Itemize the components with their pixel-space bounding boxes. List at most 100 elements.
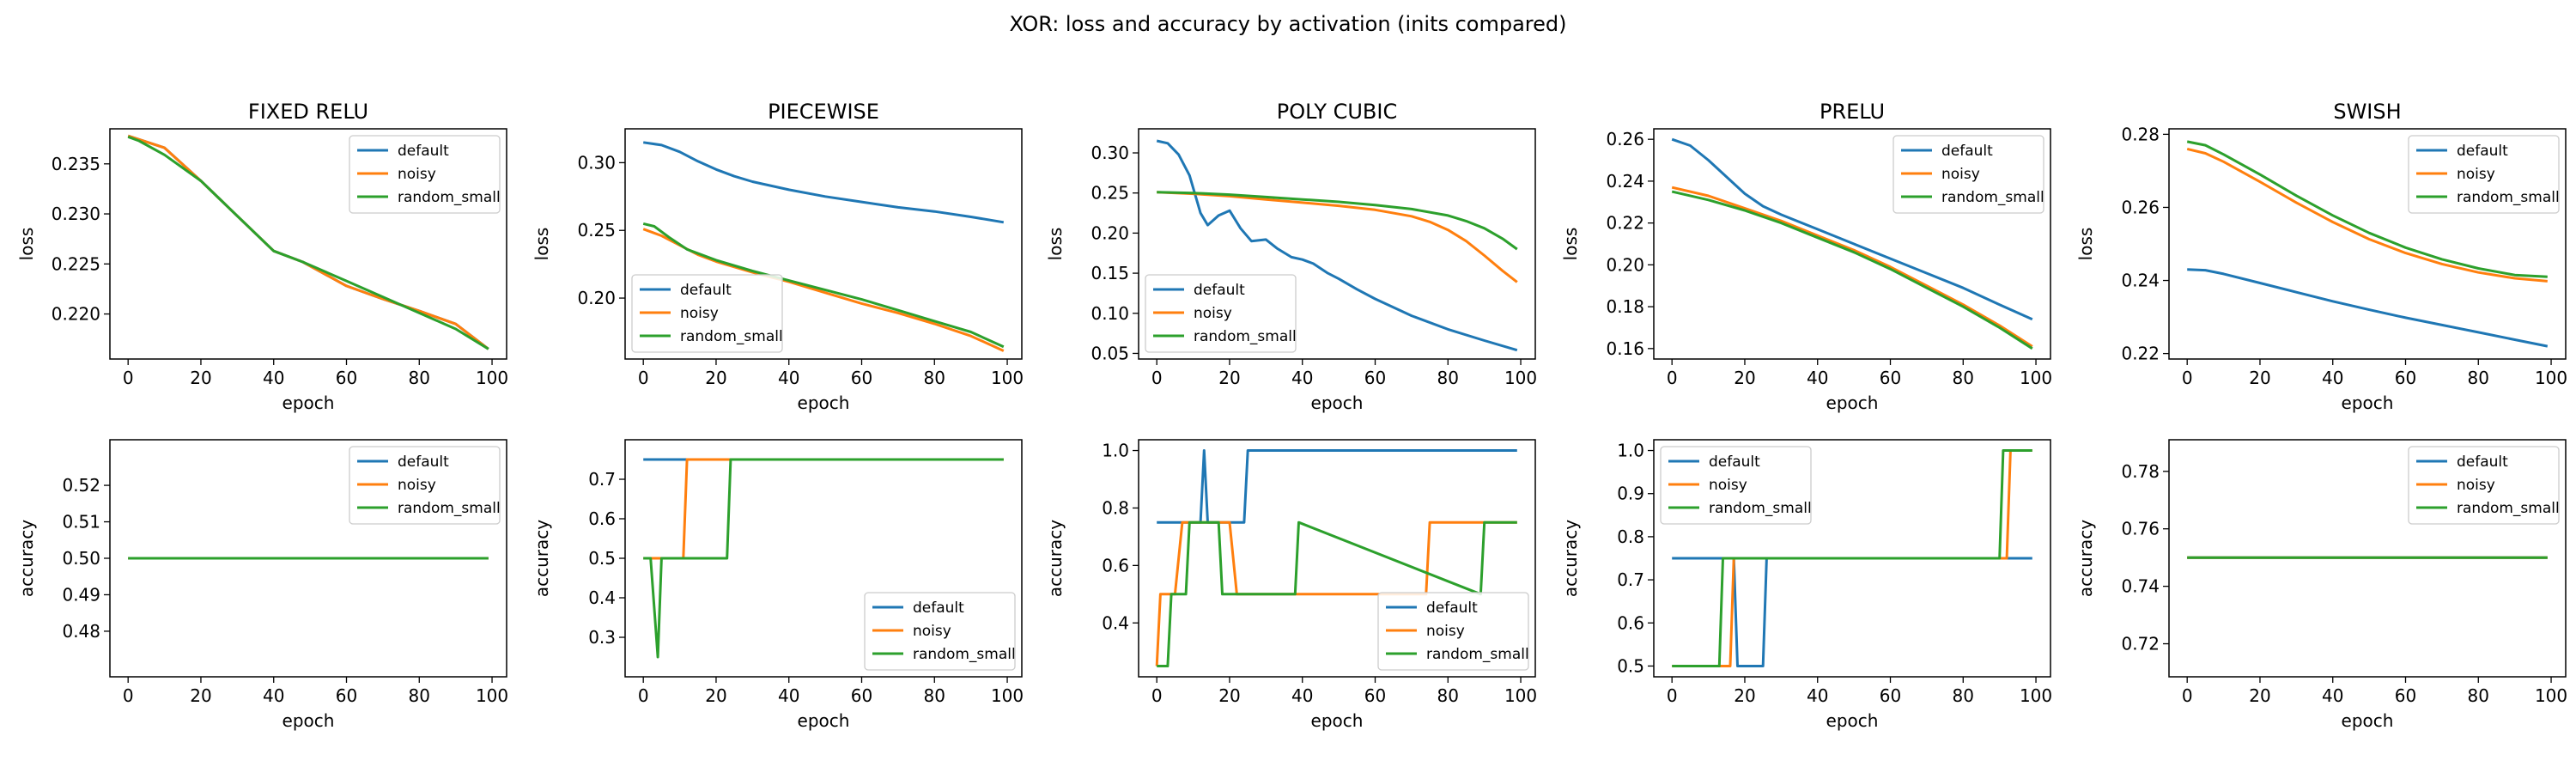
y-tick-label: 1.0 xyxy=(1102,441,1129,461)
legend-label: random_small xyxy=(2457,500,2560,517)
x-tick-label: 20 xyxy=(1734,685,1755,706)
x-axis-label: epoch xyxy=(1311,710,1364,731)
x-tick-label: 80 xyxy=(2468,685,2489,706)
x-tick-label: 20 xyxy=(705,368,726,388)
y-tick-label: 0.26 xyxy=(2121,197,2160,217)
y-tick-label: 0.230 xyxy=(52,204,100,224)
legend: default noisy random_small xyxy=(1145,274,1297,353)
panels-container: 0 20 40 60 80 1000.2200.2250.2300.235epochlos… xyxy=(16,100,2567,731)
x-tick-label: 0 xyxy=(1667,368,1678,388)
x-tick-label: 60 xyxy=(851,368,872,388)
legend-label: noisy xyxy=(398,166,436,183)
x-tick-label: 20 xyxy=(1218,368,1240,388)
chart-panel: 0 20 40 60 80 100 0.3 0.4 0.5 0.6 0.7 epoch accuracy… xyxy=(532,439,1024,731)
legend: default noisy random_small xyxy=(2408,446,2560,525)
x-tick-label: 100 xyxy=(2020,368,2052,388)
legend-box xyxy=(631,274,783,353)
y-tick-label: 0.4 xyxy=(1102,612,1129,633)
legend-label: random_small xyxy=(1194,328,1297,345)
x-tick-label: 80 xyxy=(1437,685,1459,706)
panel-title: PIECEWISE xyxy=(768,100,879,124)
x-tick-label: 100 xyxy=(2535,368,2567,388)
y-tick-label: 0.30 xyxy=(1091,143,1129,163)
plot-frame xyxy=(624,128,1023,360)
y-tick-label: 0.24 xyxy=(2121,271,2160,291)
figure-title: XOR: loss and accuracy by activation (in… xyxy=(1009,12,1566,36)
legend-label: default xyxy=(398,143,449,160)
chart-panel: 0 20 40 60 80 100 0.5 0.6 0.7 0.8 0.9 1.0 epoch accur… xyxy=(1560,439,2052,731)
x-axis-label: epoch xyxy=(283,393,335,413)
x-tick-label: 80 xyxy=(1953,368,1974,388)
x-tick-label: 20 xyxy=(190,685,211,706)
legend-label: noisy xyxy=(1426,623,1465,640)
legend: default noisy random_small xyxy=(864,592,1016,671)
series-line-random_small xyxy=(1672,449,2032,667)
y-tick-label: 0.16 xyxy=(1606,338,1644,359)
legend-label: noisy xyxy=(680,305,719,322)
y-axis-label: accuracy xyxy=(532,520,552,597)
legend-label: random_small xyxy=(1709,500,1812,517)
legend-label: default xyxy=(2457,453,2508,471)
legend-label: default xyxy=(913,600,964,617)
legend-label: default xyxy=(398,453,449,471)
x-tick-label: 100 xyxy=(2020,685,2052,706)
series-line-random_small xyxy=(1157,191,1518,251)
y-tick-label: 0.7 xyxy=(1617,569,1644,590)
y-tick-label: 0.26 xyxy=(1606,129,1644,149)
x-tick-label: 0 xyxy=(2182,368,2193,388)
legend-label: noisy xyxy=(2457,477,2495,494)
x-tick-label: 80 xyxy=(924,368,945,388)
y-tick-label: 0.9 xyxy=(1617,484,1644,504)
y-tick-label: 0.6 xyxy=(1617,612,1644,633)
legend-box xyxy=(349,446,501,525)
legend-label: default xyxy=(2457,143,2508,160)
y-tick-label: 0.225 xyxy=(52,253,100,274)
x-tick-label: 80 xyxy=(1953,685,1974,706)
x-tick-label: 20 xyxy=(190,368,211,388)
x-tick-label: 60 xyxy=(336,368,357,388)
y-tick-label: 0.25 xyxy=(1091,183,1129,204)
chart-panel: 0 20 40 60 80 100 0.72 0.74 0.76 0.78 epoch accurac… xyxy=(2075,439,2567,731)
plot-frame xyxy=(2168,128,2567,360)
legend-label: default xyxy=(1709,453,1760,471)
y-tick-label: 0.5 xyxy=(588,548,616,569)
x-tick-label: 60 xyxy=(2395,368,2416,388)
series-line-default xyxy=(2187,268,2549,348)
plot-frame xyxy=(1138,128,1536,360)
x-tick-label: 0 xyxy=(1151,368,1163,388)
series-line-default xyxy=(1156,139,1518,352)
y-tick-label: 0.22 xyxy=(2121,344,2160,364)
chart-panel: 0 20 40 60 80 100 0.16 0.18 0.20 0.22 0.24 0.26 epoc… xyxy=(1560,100,2052,413)
series-line-random_small xyxy=(2186,140,2548,278)
x-tick-label: 80 xyxy=(2468,368,2489,388)
x-tick-label: 0 xyxy=(638,685,649,706)
legend-label: random_small xyxy=(1941,189,2044,206)
y-axis-label: accuracy xyxy=(1045,520,1066,597)
legend-box xyxy=(349,135,501,214)
panel-title: SWISH xyxy=(2333,100,2401,124)
legend-label: noisy xyxy=(913,623,951,640)
y-tick-label: 0.4 xyxy=(588,587,616,608)
panel-title: FIXED RELU xyxy=(248,100,368,124)
chart-panel: 0 20 40 60 80 100 0.22 0.24 0.26 0.28 epoch loss SWI… xyxy=(2075,100,2567,413)
series-line-default xyxy=(642,141,1005,224)
legend-label: default xyxy=(680,282,732,299)
legend-box xyxy=(1377,592,1529,671)
legend-box xyxy=(2408,446,2560,525)
y-tick-label: 0.51 xyxy=(62,512,100,533)
legend-label: default xyxy=(1194,282,1245,299)
x-tick-label: 40 xyxy=(1291,685,1313,706)
x-tick-label: 100 xyxy=(2535,685,2567,706)
x-tick-label: 80 xyxy=(924,685,945,706)
legend-label: noisy xyxy=(2457,166,2495,183)
x-tick-label: 80 xyxy=(409,368,430,388)
x-tick-label: 60 xyxy=(1364,685,1386,706)
legend: default noisy random_small xyxy=(1377,592,1529,671)
x-tick-label: 60 xyxy=(851,685,872,706)
x-tick-label: 0 xyxy=(638,368,649,388)
legend: default noisy random_small xyxy=(1660,446,1812,525)
x-tick-label: 100 xyxy=(1504,685,1537,706)
x-axis-label: epoch xyxy=(1311,393,1364,413)
y-tick-label: 0.24 xyxy=(1606,171,1644,192)
legend: default noisy random_small xyxy=(349,446,501,525)
